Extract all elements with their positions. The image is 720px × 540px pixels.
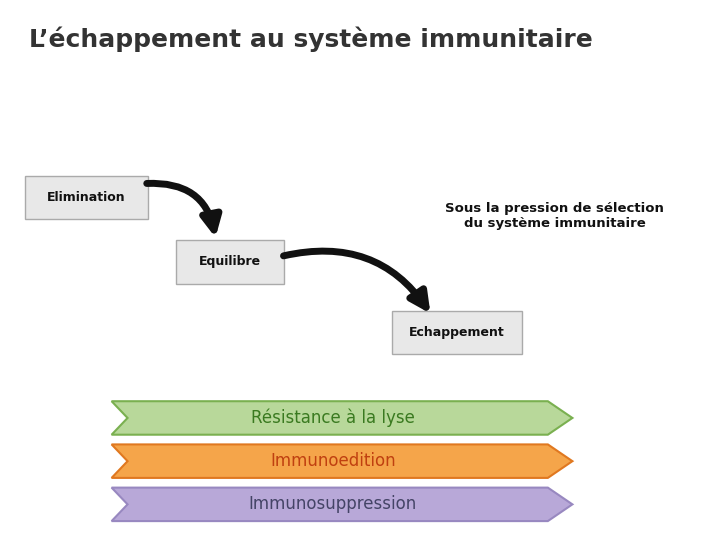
Text: Sous la pression de sélection
du système immunitaire: Sous la pression de sélection du système… [445, 202, 664, 230]
Text: Immunoedition: Immunoedition [270, 452, 395, 470]
FancyArrowPatch shape [147, 184, 219, 230]
Polygon shape [112, 444, 572, 478]
Text: Echappement: Echappement [410, 326, 505, 339]
Text: L’échappement au système immunitaire: L’échappement au système immunitaire [29, 27, 593, 52]
Text: Résistance à la lyse: Résistance à la lyse [251, 409, 415, 427]
FancyBboxPatch shape [176, 240, 284, 284]
Text: Immunosuppression: Immunosuppression [248, 495, 417, 514]
FancyBboxPatch shape [25, 176, 148, 219]
FancyBboxPatch shape [392, 310, 522, 354]
Text: Equilibre: Equilibre [199, 255, 261, 268]
FancyArrowPatch shape [284, 251, 426, 307]
Text: Elimination: Elimination [47, 191, 126, 204]
Polygon shape [112, 488, 572, 521]
Polygon shape [112, 401, 572, 435]
